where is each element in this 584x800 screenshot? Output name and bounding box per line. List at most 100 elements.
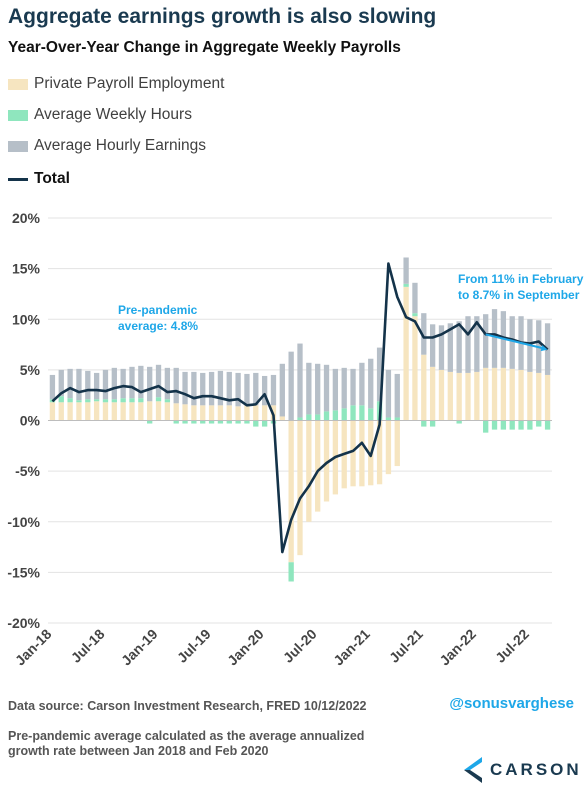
- bar-hours: [429, 420, 436, 427]
- legend-label-employment: Private Payroll Employment: [34, 75, 225, 92]
- bar-earnings: [147, 366, 153, 402]
- y-tick-label: -15%: [7, 564, 40, 580]
- bar-earnings: [208, 371, 215, 406]
- bar-earnings: [155, 364, 162, 398]
- bar-earnings: [359, 362, 365, 406]
- legend-label-hours: Average Weekly Hours: [34, 106, 192, 123]
- bar-employment: [279, 416, 285, 421]
- annotation-pre-pandemic: average: 4.8%: [118, 319, 198, 333]
- y-tick-label: 10%: [12, 311, 41, 327]
- bar-earnings: [350, 368, 356, 406]
- legend-item-hours: Average Weekly Hours: [8, 105, 192, 125]
- bar-earnings: [111, 367, 117, 400]
- y-tick-label: -20%: [7, 615, 40, 631]
- bar-hours: [58, 396, 64, 403]
- bar-hours: [182, 420, 188, 424]
- bar-hours: [173, 420, 179, 424]
- bar-earnings: [465, 316, 471, 373]
- bar-earnings: [474, 316, 480, 372]
- bar-employment: [544, 374, 551, 421]
- annotation-trend: From 11% in February: [458, 272, 584, 286]
- bar-hours: [323, 411, 330, 421]
- bar-employment: [217, 405, 224, 421]
- bar-hours: [226, 420, 232, 424]
- footnote: Pre-pandemic average calculated as the a…: [8, 729, 365, 758]
- bar-employment: [49, 402, 56, 421]
- bar-employment: [155, 401, 162, 421]
- bar-earnings: [421, 313, 427, 355]
- bar-hours: [155, 397, 162, 402]
- bar-earnings: [49, 374, 56, 400]
- bar-employment: [244, 405, 250, 421]
- bar-employment: [491, 367, 498, 421]
- bar-earnings: [288, 351, 294, 421]
- twitter-handle[interactable]: @sonusvarghese: [449, 695, 574, 712]
- bar-hours: [253, 420, 259, 427]
- bar-hours: [235, 420, 241, 424]
- bar-earnings: [429, 324, 436, 367]
- bar-employment: [226, 405, 232, 421]
- bar-employment: [412, 316, 418, 421]
- bar-hours: [76, 400, 82, 403]
- bar-employment: [200, 405, 206, 421]
- bar-hours: [412, 313, 418, 317]
- bar-earnings: [164, 367, 171, 400]
- bar-employment: [191, 405, 197, 421]
- bar-hours: [341, 408, 347, 421]
- bar-employment: [93, 401, 100, 421]
- bar-hours: [297, 417, 303, 421]
- bar-hours: [509, 420, 515, 430]
- bar-earnings: [102, 369, 109, 400]
- bar-employment: [447, 371, 453, 421]
- bar-employment: [147, 401, 153, 421]
- legend-item-earnings: Average Hourly Earnings: [8, 136, 206, 156]
- bar-hours: [350, 405, 356, 421]
- bar-employment: [164, 402, 171, 421]
- bar-hours: [191, 420, 197, 424]
- x-tick-label: Jan-20: [224, 626, 267, 669]
- bar-employment: [474, 371, 480, 421]
- chart-subtitle: Year-Over-Year Change in Aggregate Weekl…: [8, 39, 401, 56]
- bar-employment: [438, 369, 445, 421]
- x-tick-label: Jan-19: [118, 626, 161, 669]
- bar-employment: [297, 420, 303, 556]
- bar-employment: [67, 402, 73, 421]
- legend-item-total: Total: [8, 169, 70, 189]
- bar-earnings: [253, 372, 259, 406]
- x-tick-label: Jan-18: [12, 626, 55, 669]
- bar-hours: [306, 414, 312, 421]
- bar-hours: [288, 562, 294, 582]
- bar-employment: [403, 286, 409, 421]
- bar-earnings: [297, 343, 303, 418]
- annotation-pre-pandemic: Pre-pandemic: [118, 303, 198, 317]
- legend-label-earnings: Average Hourly Earnings: [34, 137, 207, 154]
- bar-hours: [138, 398, 144, 403]
- bar-earnings: [315, 363, 321, 415]
- bar-employment: [306, 420, 312, 522]
- bar-hours: [403, 283, 409, 287]
- carson-logo: CARSON: [462, 755, 582, 785]
- bar-hours: [421, 420, 427, 427]
- bar-earnings: [447, 323, 453, 372]
- bar-hours: [491, 420, 498, 430]
- bar-hours: [385, 417, 392, 421]
- bar-earnings: [261, 375, 268, 406]
- bar-hours: [129, 398, 135, 403]
- bar-hours: [456, 420, 462, 424]
- bar-earnings: [138, 365, 144, 399]
- bar-employment: [465, 372, 471, 421]
- bar-employment: [58, 402, 64, 421]
- x-tick-label: Jan-22: [436, 626, 479, 669]
- bar-earnings: [509, 316, 515, 369]
- bar-hours: [527, 420, 533, 430]
- bar-employment: [359, 420, 365, 487]
- x-tick-label: Jul-22: [492, 626, 532, 666]
- bar-hours: [483, 420, 489, 433]
- bar-earnings: [85, 370, 91, 400]
- data-source: Data source: Carson Investment Research,…: [8, 699, 367, 713]
- chart-title: Aggregate earnings growth is also slowin…: [8, 5, 437, 28]
- bar-earnings: [376, 347, 383, 402]
- bar-hours: [93, 399, 100, 402]
- legend-swatch-hours: [8, 109, 28, 121]
- bar-earnings: [403, 257, 409, 284]
